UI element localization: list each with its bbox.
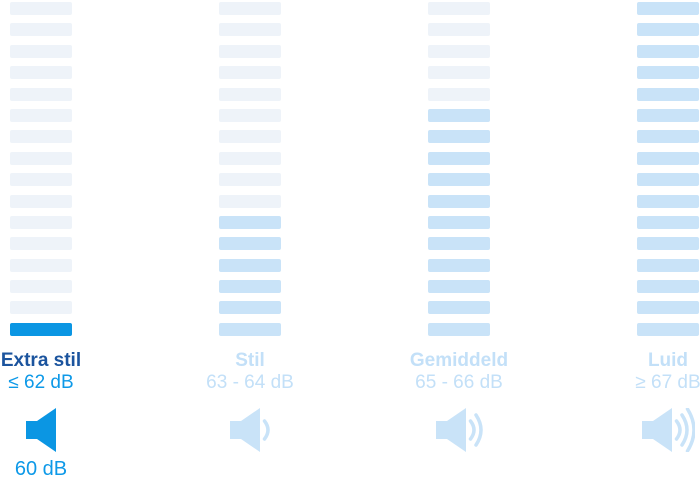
level-bar	[428, 23, 490, 37]
level-bar	[10, 215, 72, 229]
level-bar	[10, 2, 72, 15]
level-bar	[10, 280, 72, 294]
level-bar	[219, 130, 281, 144]
level-bar	[637, 151, 699, 165]
level-bar	[637, 280, 699, 294]
bar-stack	[10, 2, 72, 344]
level-bar	[637, 258, 699, 272]
level-bar	[428, 151, 490, 165]
column-label: Gemiddeld	[409, 350, 509, 371]
level-bar	[219, 66, 281, 80]
level-bar	[219, 2, 281, 15]
level-bar	[637, 2, 699, 15]
level-bar	[10, 322, 72, 336]
level-bar	[428, 130, 490, 144]
level-bar	[10, 151, 72, 165]
level-bar	[10, 130, 72, 144]
level-bar	[428, 87, 490, 101]
level-bar	[637, 130, 699, 144]
column-range: ≥ 67 dB	[635, 372, 700, 393]
level-bar	[219, 237, 281, 251]
speaker-quiet-icon	[0, 407, 146, 453]
level-bar	[219, 23, 281, 37]
level-bar	[10, 194, 72, 208]
column-label: Extra stil	[0, 350, 82, 371]
speaker-medium-icon	[354, 407, 564, 453]
level-bar	[637, 194, 699, 208]
level-bar	[10, 237, 72, 251]
level-bar	[219, 280, 281, 294]
column-range: 63 - 64 dB	[206, 372, 294, 393]
noise-level-option-stil[interactable]: Stil 63 - 64 dB	[145, 0, 355, 483]
level-bar	[10, 87, 72, 101]
level-bar	[10, 66, 72, 80]
level-bar	[428, 194, 490, 208]
noise-level-option-luid[interactable]: Luid ≥ 67 dB	[563, 0, 700, 483]
level-bar	[219, 301, 281, 315]
level-bar	[637, 23, 699, 37]
level-bar	[10, 173, 72, 187]
noise-level-option-gemiddeld[interactable]: Gemiddeld 65 - 66 dB	[354, 0, 564, 483]
level-bar	[637, 44, 699, 58]
level-bar	[428, 237, 490, 251]
level-bar	[637, 322, 699, 336]
level-bar	[219, 173, 281, 187]
column-label: Stil	[235, 350, 265, 371]
level-bar	[10, 23, 72, 37]
level-bar	[428, 2, 490, 15]
level-bar	[10, 108, 72, 122]
level-bar	[637, 108, 699, 122]
current-db-value: 60 dB	[14, 458, 68, 480]
level-bar	[637, 301, 699, 315]
level-bar	[637, 173, 699, 187]
column-range: ≤ 62 dB	[8, 372, 74, 393]
level-bar	[428, 173, 490, 187]
level-bar	[219, 194, 281, 208]
level-bar	[10, 258, 72, 272]
level-bar	[428, 108, 490, 122]
level-bar	[428, 44, 490, 58]
level-bar	[428, 301, 490, 315]
speaker-loud-icon	[563, 407, 700, 453]
level-bar	[219, 151, 281, 165]
level-bar	[637, 237, 699, 251]
level-bar	[637, 215, 699, 229]
column-label: Luid	[647, 350, 689, 371]
level-bar	[219, 258, 281, 272]
level-bar	[219, 87, 281, 101]
level-bar	[10, 301, 72, 315]
bar-stack	[219, 2, 281, 344]
level-bar	[219, 44, 281, 58]
level-bar	[10, 44, 72, 58]
level-bar	[219, 108, 281, 122]
level-bar	[637, 66, 699, 80]
level-bar	[637, 87, 699, 101]
level-bar	[428, 258, 490, 272]
speaker-low-icon	[145, 407, 355, 453]
level-bar	[428, 322, 490, 336]
level-bar	[428, 66, 490, 80]
level-bar	[219, 215, 281, 229]
bar-stack	[428, 2, 490, 344]
level-bar	[428, 215, 490, 229]
level-bar	[428, 280, 490, 294]
column-range: 65 - 66 dB	[415, 372, 503, 393]
bar-stack	[637, 2, 699, 344]
noise-level-option-extra-stil[interactable]: Extra stil ≤ 62 dB 60 dB	[0, 0, 146, 483]
level-bar	[219, 322, 281, 336]
